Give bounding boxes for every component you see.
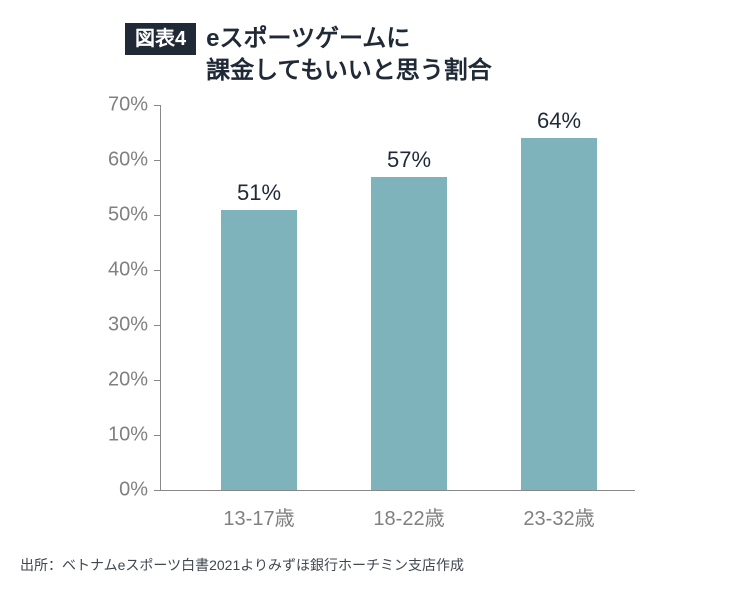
y-tick [154,490,160,491]
y-tick [154,270,160,271]
y-tick [154,380,160,381]
plot-area: 0%10%20%30%40%50%60%70%51%13-17歳57%18-22… [160,105,635,490]
figure-header: 図表4 eスポーツゲームに 課金してもいいと思う割合 [125,23,492,87]
y-tick [154,215,160,216]
bar-chart: 0%10%20%30%40%50%60%70%51%13-17歳57%18-22… [160,105,635,490]
figure-container: 図表4 eスポーツゲームに 課金してもいいと思う割合 0%10%20%30%40… [0,0,740,591]
y-tick-label: 30% [88,314,148,337]
x-category-label: 23-32歳 [523,502,594,531]
x-category-label: 13-17歳 [223,502,294,531]
y-tick-label: 50% [88,204,148,227]
y-axis [160,105,161,490]
bar [521,138,597,490]
y-tick-label: 20% [88,369,148,392]
y-tick-label: 40% [88,259,148,282]
bar [371,177,447,491]
figure-title-line2: 課金してもいいと思う割合 [206,55,492,87]
x-category-label: 18-22歳 [373,502,444,531]
figure-title: eスポーツゲームに 課金してもいいと思う割合 [206,23,492,87]
x-axis [160,490,635,491]
y-tick [154,325,160,326]
y-tick [154,160,160,161]
bar-value-label: 57% [387,147,431,173]
y-tick-label: 60% [88,149,148,172]
y-tick [154,105,160,106]
bar [221,210,297,491]
y-tick-label: 70% [88,94,148,117]
bar-value-label: 64% [537,108,581,134]
figure-badge: 図表4 [125,23,196,55]
figure-title-line1: eスポーツゲームに [206,23,492,55]
source-note: 出所：ベトナムeスポーツ白書2021よりみずほ銀行ホーチミン支店作成 [20,555,464,575]
y-tick-label: 10% [88,424,148,447]
bar-value-label: 51% [237,180,281,206]
y-tick [154,435,160,436]
y-tick-label: 0% [88,479,148,502]
